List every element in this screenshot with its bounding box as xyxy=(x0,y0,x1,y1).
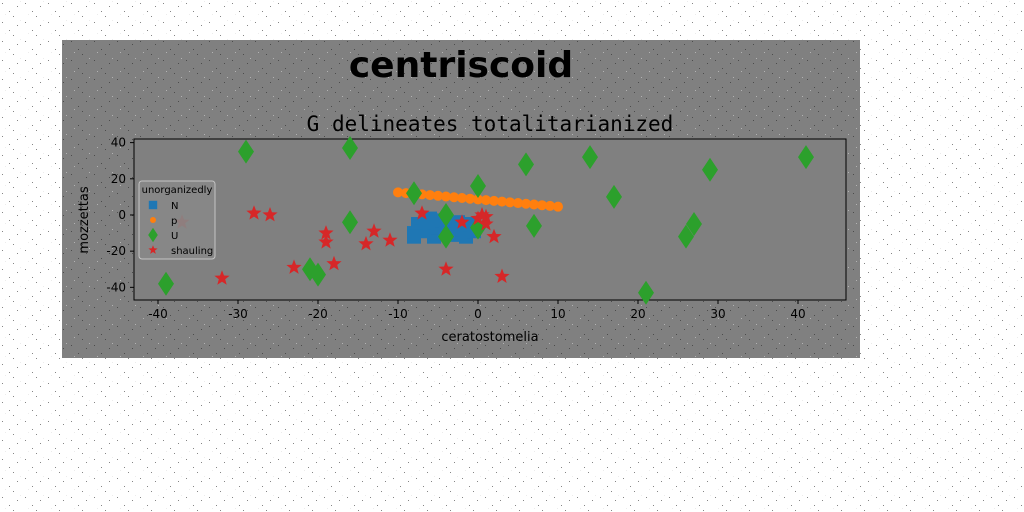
point-p xyxy=(489,195,499,206)
x-axis-ticks: -40 -30 -20 -10 0 10 20 30 40 xyxy=(148,300,806,321)
point-p xyxy=(473,194,483,205)
point-U xyxy=(582,145,598,170)
legend-title: unorganizedly xyxy=(142,185,213,196)
point-U xyxy=(438,224,454,249)
legend-marker-N xyxy=(148,200,158,210)
point-U xyxy=(438,202,454,227)
y-axis-ticks: -40 -20 0 20 40 xyxy=(106,136,134,294)
point-U xyxy=(342,136,358,161)
point-shauling xyxy=(474,207,490,222)
point-shauling xyxy=(366,223,382,238)
point-U xyxy=(470,174,486,199)
point-p xyxy=(449,192,459,203)
point-p xyxy=(393,187,403,198)
y-tick-label: 0 xyxy=(118,208,126,222)
point-p xyxy=(441,191,451,202)
point-U xyxy=(702,157,718,182)
legend-label-U: U xyxy=(171,231,178,242)
point-p xyxy=(513,198,523,209)
x-tick-label: 40 xyxy=(790,307,805,321)
point-shauling xyxy=(246,205,262,220)
point-p xyxy=(537,200,547,211)
point-shauling xyxy=(286,259,302,274)
legend-box xyxy=(138,180,216,260)
point-p xyxy=(521,198,531,209)
x-tick-label: -10 xyxy=(388,307,408,321)
point-U xyxy=(406,181,422,206)
point-p xyxy=(481,195,491,206)
y-tick-label: 20 xyxy=(111,172,126,186)
plot-area xyxy=(133,138,847,301)
point-shauling xyxy=(478,216,494,231)
x-axis-label: ceratostomelia xyxy=(441,330,538,345)
point-U xyxy=(518,152,534,177)
point-U xyxy=(158,271,174,296)
point-shauling xyxy=(326,255,342,271)
point-shauling xyxy=(262,207,278,222)
chart-title: G delineates totalitarianized xyxy=(307,112,674,136)
x-tick-label: 20 xyxy=(630,307,645,321)
x-tick-label: 10 xyxy=(550,307,565,321)
point-N xyxy=(407,229,421,244)
point-U xyxy=(238,139,254,164)
point-p xyxy=(433,190,443,201)
x-tick-label: -30 xyxy=(228,307,248,321)
point-shauling xyxy=(486,228,502,244)
point-shauling xyxy=(318,225,334,240)
point-U xyxy=(798,145,814,170)
point-p xyxy=(497,196,507,207)
x-tick-label: 0 xyxy=(474,307,482,321)
point-shauling xyxy=(414,205,430,220)
point-p xyxy=(465,193,475,204)
point-shauling xyxy=(494,268,510,283)
point-U xyxy=(342,210,358,235)
point-p xyxy=(457,192,467,203)
point-shauling xyxy=(214,270,230,285)
point-shauling xyxy=(318,234,334,249)
legend-label-shauling: shauling xyxy=(171,246,213,257)
x-tick-label: -40 xyxy=(148,307,168,321)
legend-label-p: p xyxy=(171,216,177,227)
y-axis-label: mozzettas xyxy=(77,186,92,253)
point-shauling xyxy=(438,261,454,276)
point-U xyxy=(678,224,694,249)
y-tick-label: -40 xyxy=(106,280,126,294)
point-U xyxy=(686,212,702,237)
point-shauling xyxy=(454,214,470,229)
legend-label-N: N xyxy=(171,201,178,212)
series-shauling-points xyxy=(174,205,510,285)
point-U xyxy=(606,184,622,209)
y-tick-label: -20 xyxy=(106,244,126,258)
x-tick-label: -20 xyxy=(308,307,328,321)
point-p xyxy=(545,200,555,211)
point-N xyxy=(423,211,437,226)
point-p xyxy=(553,201,563,212)
point-p xyxy=(529,199,539,210)
point-shauling xyxy=(382,232,398,247)
point-U xyxy=(310,262,326,287)
point-p xyxy=(425,190,435,201)
legend-marker-p xyxy=(150,217,156,223)
legend-marker-shauling xyxy=(148,245,158,254)
x-tick-label: 30 xyxy=(710,307,725,321)
chart-suptitle: centriscoid xyxy=(349,45,573,86)
data-marks xyxy=(158,136,814,305)
point-U xyxy=(638,280,654,305)
series-U-points xyxy=(158,136,814,305)
y-tick-label: 40 xyxy=(111,136,126,150)
point-shauling xyxy=(358,235,374,251)
point-p xyxy=(505,197,515,208)
point-U xyxy=(526,213,542,238)
point-shauling xyxy=(470,210,486,226)
legend-marker-U xyxy=(148,227,158,243)
